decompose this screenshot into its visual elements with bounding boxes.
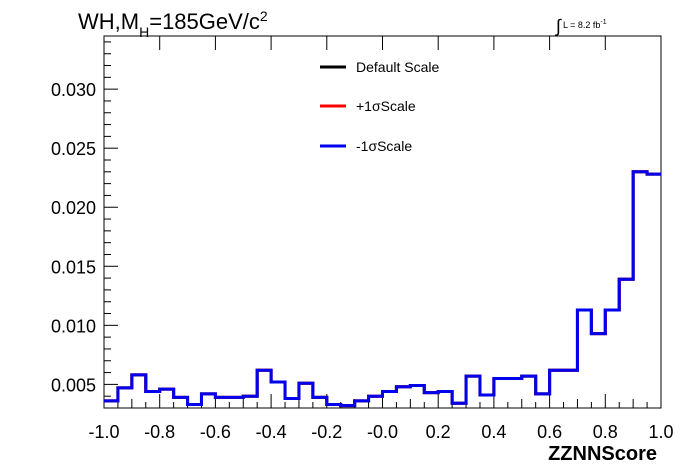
x-tick-label: 0.8 xyxy=(593,422,618,442)
x-tick-label: 0.4 xyxy=(481,422,506,442)
y-tick-label: 0.020 xyxy=(51,198,96,218)
chart-title: WH,MH=185GeV/c2 xyxy=(78,8,268,40)
y-tick-label: 0.005 xyxy=(51,375,96,395)
legend-label: -1σScale xyxy=(356,138,412,154)
legend-label: Default Scale xyxy=(356,59,439,75)
x-tick-label: -1.0 xyxy=(88,422,119,442)
y-tick-label: 0.015 xyxy=(51,257,96,277)
series-line-2 xyxy=(104,170,661,408)
y-tick-label: 0.030 xyxy=(51,80,96,100)
x-tick-label: -0.2 xyxy=(311,422,342,442)
x-tick-label: 1.0 xyxy=(648,422,673,442)
x-axis-label: ZZNNScore xyxy=(548,443,657,465)
x-tick-label: 0.6 xyxy=(537,422,562,442)
y-tick-label: 0.025 xyxy=(51,139,96,159)
x-tick-label: -0.0 xyxy=(367,422,398,442)
x-tick-label: -0.6 xyxy=(200,422,231,442)
x-tick-label: 0.2 xyxy=(426,422,451,442)
y-tick-label: 0.010 xyxy=(51,316,96,336)
x-tick-label: -0.8 xyxy=(144,422,175,442)
luminosity-label: ∫ L = 8.2 fb-1 xyxy=(556,16,607,36)
legend-label: +1σScale xyxy=(356,98,416,114)
x-tick-label: -0.4 xyxy=(256,422,287,442)
